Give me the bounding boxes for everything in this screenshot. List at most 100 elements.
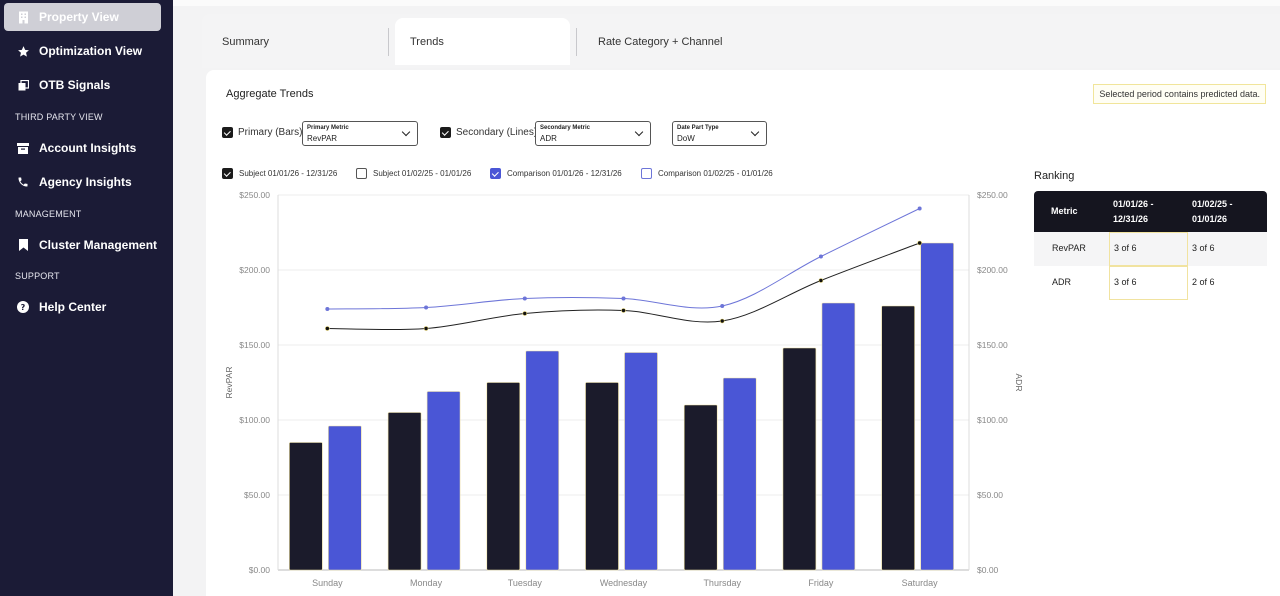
y2-tick-label: $200.00 (977, 265, 1008, 275)
y-tick-label: $0.00 (249, 565, 271, 575)
tab-bar: Summary Trends Rate Category + Channel (202, 14, 1280, 68)
primary-metric-select[interactable]: Primary Metric RevPAR (302, 121, 418, 146)
line-point (917, 206, 922, 211)
secondary-metric-value: ADR (540, 134, 557, 143)
legend-subject-prior[interactable]: Subject 01/02/25 - 01/01/26 (356, 168, 471, 179)
legend-comparison-current[interactable]: Comparison 01/01/26 - 12/31/26 (490, 168, 622, 179)
secondary-checkbox[interactable] (440, 127, 451, 138)
bar (881, 305, 915, 571)
bar (289, 442, 323, 571)
svg-text:?: ? (21, 303, 26, 312)
line-point (621, 308, 626, 313)
tab-trends[interactable]: Trends (395, 18, 570, 65)
aggregate-trends-chart: $0.00 $0.00 $50.00 $50.00 $100.00 $100.00 $150… (224, 190, 1024, 588)
tab-label: Summary (222, 35, 270, 48)
ranking-title: Ranking (1034, 170, 1075, 182)
secondary-metric-caption: Secondary Metric (540, 125, 591, 131)
section-third-party-view: THIRD PARTY VIEW (15, 112, 103, 122)
sidebar-item-label: Help Center (39, 300, 107, 314)
tab-label: Rate Category + Channel (598, 35, 723, 48)
y-tick-label: $100.00 (239, 415, 270, 425)
primary-bars-toggle[interactable]: Primary (Bars): (222, 127, 305, 138)
sidebar-item-label: Account Insights (39, 141, 137, 155)
sidebar-item-agency-insights[interactable]: Agency Insights (4, 168, 161, 196)
y-tick-label: $250.00 (239, 190, 270, 200)
y2-tick-label: $150.00 (977, 340, 1008, 350)
legend-checkbox[interactable] (222, 168, 233, 179)
y-tick-label: $200.00 (239, 265, 270, 275)
bar (328, 425, 362, 571)
section-support: SUPPORT (15, 271, 60, 281)
y-tick-label: $50.00 (244, 490, 270, 500)
line-point (621, 296, 626, 301)
primary-metric-value: RevPAR (307, 134, 338, 143)
sidebar-item-label: Cluster Management (39, 238, 158, 252)
bar (525, 350, 560, 571)
legend-checkbox[interactable] (490, 168, 501, 179)
primary-metric-caption: Primary Metric (307, 125, 349, 131)
legend-label: Comparison 01/01/26 - 12/31/26 (507, 169, 622, 178)
legend-label: Comparison 01/02/25 - 01/01/26 (658, 169, 773, 178)
primary-checkbox[interactable] (222, 127, 233, 138)
y2-tick-label: $50.00 (977, 490, 1003, 500)
tab-label: Trends (410, 35, 444, 48)
secondary-metric-select[interactable]: Secondary Metric ADR (535, 121, 651, 146)
ranking-header: Metric 01/01/26 - 12/31/26 01/02/25 - 01… (1034, 191, 1267, 232)
sidebar-item-help-center[interactable]: ? Help Center (4, 293, 161, 321)
tab-divider (388, 28, 389, 56)
trends-panel: Aggregate Trends Selected period contain… (206, 70, 1280, 596)
bar (920, 242, 954, 571)
sidebar-item-label: Property View (39, 10, 119, 24)
y2-tick-label: $250.00 (977, 190, 1008, 200)
ranking-value: 3 of 6 (1114, 277, 1137, 287)
ranking-cell-highlight (1109, 266, 1188, 300)
secondary-label: Secondary (Lines): (456, 127, 540, 138)
predicted-data-notice: Selected period contains predicted data. (1093, 84, 1266, 104)
sidebar-item-otb-signals[interactable]: OTB Signals (4, 71, 161, 99)
x-tick-label: Wednesday (600, 578, 648, 588)
line-point (423, 326, 429, 331)
sidebar-item-property-view[interactable]: Property View (4, 3, 161, 31)
legend-checkbox[interactable] (356, 168, 367, 179)
sidebar-item-optimization-view[interactable]: Optimization View (4, 37, 161, 65)
bar (821, 302, 856, 571)
bar (387, 412, 422, 571)
legend-subject-current[interactable]: Subject 01/01/26 - 12/31/26 (222, 168, 337, 179)
sidebar-item-label: OTB Signals (39, 78, 111, 92)
line-point (818, 278, 824, 283)
building-icon (16, 10, 30, 24)
date-part-type-select[interactable]: Date Part Type DoW (672, 121, 767, 146)
secondary-lines-toggle[interactable]: Secondary (Lines): (440, 127, 540, 138)
tab-rate-category-channel[interactable]: Rate Category + Channel (582, 18, 782, 65)
ranking-header-metric: Metric (1051, 206, 1078, 216)
ranking-header-period-2: 01/02/25 - 01/01/26 (1192, 199, 1233, 224)
line-point (719, 318, 725, 324)
line-point (325, 326, 330, 331)
tab-summary[interactable]: Summary (202, 18, 388, 65)
top-strip (173, 0, 1280, 6)
archive-icon (16, 141, 30, 155)
line-point (720, 304, 725, 308)
sidebar-item-label: Agency Insights (39, 175, 132, 189)
ranking-header-period-1: 01/01/26 - 12/31/26 (1113, 199, 1154, 224)
help-icon: ? (16, 300, 30, 314)
bar (722, 377, 757, 571)
legend-label: Subject 01/01/26 - 12/31/26 (239, 169, 338, 178)
sidebar-item-account-insights[interactable]: Account Insights (4, 134, 161, 162)
legend-comparison-prior[interactable]: Comparison 01/02/25 - 01/01/26 (641, 168, 773, 179)
legend-checkbox[interactable] (641, 168, 652, 179)
ranking-value: 3 of 6 (1192, 243, 1215, 253)
y2-axis-title: ADR (1014, 374, 1024, 392)
bar (782, 347, 817, 571)
sidebar: Property View Optimization View OTB Sign… (0, 0, 173, 596)
phone-icon (16, 175, 30, 189)
date-part-type-caption: Date Part Type (677, 125, 719, 131)
bar (486, 382, 521, 571)
bar (624, 352, 658, 571)
bar (426, 391, 461, 571)
line-point (917, 240, 922, 246)
copy-icon (16, 78, 30, 92)
sidebar-item-cluster-management[interactable]: Cluster Management (4, 231, 161, 259)
date-part-type-value: DoW (677, 134, 695, 143)
bar (683, 404, 718, 571)
